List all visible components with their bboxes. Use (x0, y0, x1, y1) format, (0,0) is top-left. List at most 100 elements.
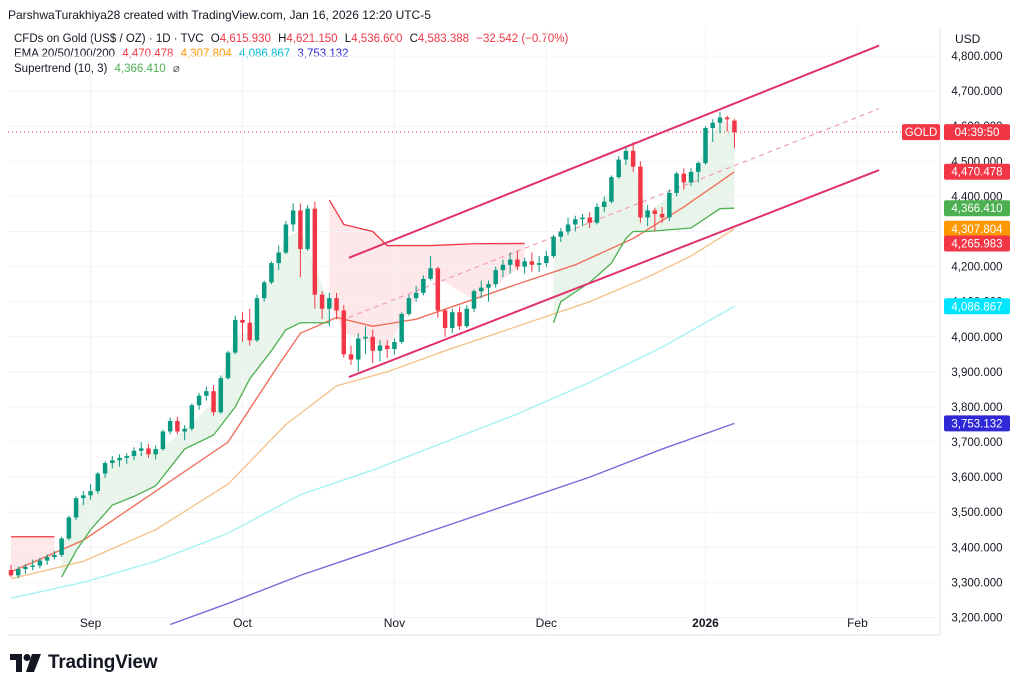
candle-body (486, 284, 491, 288)
candle-body (327, 298, 332, 309)
candle-body (269, 263, 274, 283)
candle-body (392, 342, 397, 350)
candle-body (500, 264, 506, 271)
candle-body (522, 261, 527, 267)
candle-body (464, 308, 470, 327)
candle-body (601, 201, 607, 207)
candle-body (290, 210, 296, 225)
legend-open: 4,615.930 (219, 33, 271, 45)
legend-change: −32.542 (−0.70%) (476, 33, 569, 45)
price-tag-value: 4,470.478 (951, 167, 1002, 179)
price-tag-value: 04:39:50 (955, 127, 1000, 139)
candle-body (573, 219, 578, 225)
legend-ema50: 4,307.804 (180, 48, 232, 60)
candle-body (15, 569, 21, 576)
candle-body (710, 122, 715, 128)
candle-body (536, 263, 542, 265)
candle-body (102, 463, 108, 474)
candle-body (515, 259, 520, 267)
trendline-channel-upper (348, 44, 880, 259)
candle-body (341, 310, 347, 355)
series-line-ema-200 (169, 422, 735, 626)
candle-body (160, 431, 166, 450)
y-tick-label: 3,600.000 (951, 472, 1002, 484)
legend-ema-label[interactable]: EMA 20/50/100/200 (14, 48, 116, 60)
candle-body (44, 557, 50, 561)
candle-body (435, 268, 441, 311)
y-tick-label: 3,200.000 (951, 612, 1002, 624)
candle-body (88, 491, 93, 496)
series-line-ema-100 (10, 305, 735, 599)
candle-body (406, 298, 412, 314)
legend-close: 4,583.388 (417, 33, 470, 45)
price-tag-box (944, 298, 1010, 315)
price-tag-value: 4,265.983 (951, 238, 1002, 250)
legend-low: 4,536.600 (351, 33, 403, 45)
eye-off-icon[interactable]: ⌀ (172, 63, 180, 75)
price-tag-value: 4,307.804 (951, 224, 1003, 236)
candle-body (138, 448, 144, 451)
legend-supertrend-row: Supertrend (10, 3) 4,366.410 ⌀ (14, 62, 184, 77)
legend-symbol[interactable]: CFDs on Gold (US$ / OZ) · 1D · TVC (14, 33, 204, 45)
candle-body (218, 378, 224, 413)
candle-body (37, 560, 43, 566)
candle-body (507, 259, 513, 265)
candle-body (493, 270, 498, 285)
candle-body (211, 391, 216, 413)
legend-low-label: L (344, 33, 352, 45)
candle-body (204, 391, 209, 396)
candle-body (240, 319, 245, 323)
candle-body (674, 173, 679, 193)
candle-body (587, 217, 592, 223)
candle-body (117, 457, 122, 461)
trendline-channel-lower (348, 169, 880, 379)
candle-body (319, 294, 325, 309)
candle-body (73, 498, 79, 518)
candle-body (609, 177, 614, 202)
candle-body (59, 538, 64, 556)
candle-body (594, 206, 600, 223)
candle-body (659, 213, 665, 218)
candle-body (421, 278, 426, 293)
legend-supertrend-label[interactable]: Supertrend (10, 3) (14, 63, 108, 75)
currency-label[interactable]: USD (955, 32, 981, 46)
candle-body (652, 210, 658, 214)
legend-ema200: 3,753.132 (297, 48, 349, 60)
candle-body (52, 555, 57, 558)
candle-body (225, 352, 231, 379)
chart-header-credit: ParshwaTurakhiya28 created with TradingV… (8, 8, 431, 22)
candle-body (703, 127, 708, 164)
candle-body (298, 210, 303, 250)
candle-body (413, 292, 419, 299)
candle-body (696, 163, 701, 172)
candle-body (717, 117, 723, 123)
candle-body (558, 231, 564, 237)
brand-name: TradingView (48, 652, 158, 673)
series-line-ema-50 (10, 228, 735, 580)
candle-body (95, 473, 101, 492)
x-tick-label: Nov (384, 616, 405, 630)
candle-body (261, 282, 267, 299)
tradingview-brand[interactable]: TradingView (10, 652, 158, 674)
y-tick-label: 3,300.000 (951, 577, 1002, 589)
candle-body (551, 236, 556, 257)
candle-body (370, 336, 375, 351)
candle-body (580, 217, 585, 220)
candle-body (23, 566, 28, 570)
candle-body (356, 338, 361, 360)
candle-body (363, 336, 368, 339)
price-tag-value: 3,753.132 (951, 418, 1002, 430)
candle-body (544, 256, 549, 264)
candle-body (247, 322, 252, 341)
x-tick-label: Sep (80, 616, 102, 630)
candle-body (724, 117, 730, 120)
legend-open-label: O (210, 33, 220, 45)
legend-ema20: 4,470.478 (122, 48, 174, 60)
candle-body (175, 420, 180, 432)
price-tag-box (944, 124, 1010, 141)
supertrend-up-fill (553, 120, 735, 323)
price-tag-box (944, 200, 1010, 217)
candle-body (645, 210, 650, 218)
candle-body (124, 456, 129, 458)
